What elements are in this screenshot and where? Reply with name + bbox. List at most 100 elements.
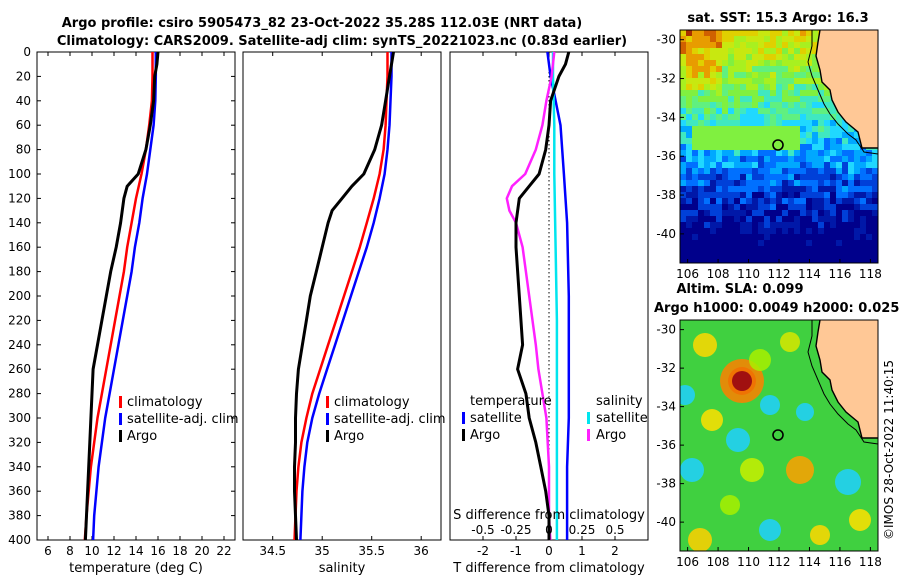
sst-cell (818, 252, 824, 258)
sst-cell (740, 186, 746, 192)
sst-cell (872, 198, 878, 204)
sst-cell (710, 156, 716, 162)
sst-cell (680, 258, 686, 263)
sst-cell (806, 210, 812, 216)
sst-cell (758, 150, 764, 156)
sst-cell (752, 126, 758, 132)
sst-cell (818, 162, 824, 168)
sst-cell (872, 168, 878, 174)
sst-cell (746, 126, 752, 132)
sst-cell (824, 258, 830, 263)
sst-cell (812, 192, 818, 198)
sst-cell (860, 168, 866, 174)
sst-cell (866, 198, 872, 204)
sst-cell (818, 138, 824, 144)
sst-cell (830, 240, 836, 246)
sst-cell (734, 96, 740, 102)
sst-cell (680, 168, 686, 174)
sst-cell (770, 36, 776, 42)
sst-cell (836, 234, 842, 240)
sst-cell (812, 66, 818, 72)
sst-cell (692, 102, 698, 108)
sst-cell (704, 42, 710, 48)
sst-cell (812, 240, 818, 246)
sst-cell (782, 234, 788, 240)
sst-cell (734, 210, 740, 216)
sst-cell (686, 120, 692, 126)
sst-cell (740, 102, 746, 108)
sst-cell (860, 186, 866, 192)
sst-cell (716, 144, 722, 150)
sst-cell (698, 114, 704, 120)
figure-title-line2: Climatology: CARS2009. Satellite-adj cli… (57, 34, 627, 49)
sst-cell (782, 162, 788, 168)
sst-cell (716, 78, 722, 84)
sst-cell (764, 198, 770, 204)
sst-cell (806, 96, 812, 102)
sst-cell (722, 132, 728, 138)
sst-cell (728, 138, 734, 144)
sst-cell (842, 240, 848, 246)
sst-cell (782, 30, 788, 36)
sst-cell (698, 162, 704, 168)
sst-cell (764, 126, 770, 132)
sst-cell (800, 54, 806, 60)
sst-cell (734, 192, 740, 198)
sst-cell (872, 222, 878, 228)
sst-cell (746, 198, 752, 204)
imos-credit: ©IMOS 28-Oct-2022 11:40:15 (882, 360, 896, 540)
sst-cell (812, 60, 818, 66)
sst-cell (692, 48, 698, 54)
s-difference-label: S difference from climatology (453, 508, 645, 523)
depth-tick-label: 360 (8, 484, 31, 498)
sst-cell (776, 210, 782, 216)
sst-cell (854, 150, 860, 156)
temperature-x-tick-label: 20 (194, 544, 209, 558)
sst-cell (740, 96, 746, 102)
sst-cell (734, 252, 740, 258)
difference-series (505, 51, 571, 541)
sla-anomaly (835, 469, 861, 495)
sst-cell (824, 186, 830, 192)
sst-cell (740, 84, 746, 90)
sst-cell (770, 222, 776, 228)
sst-cell (764, 174, 770, 180)
sst-cell (830, 162, 836, 168)
sst-cell (788, 144, 794, 150)
sst-cell (740, 126, 746, 132)
sst-cell (776, 174, 782, 180)
sst-cell (818, 102, 824, 108)
temperature-x-tick-label: 18 (172, 544, 187, 558)
sst-cell (752, 96, 758, 102)
sst-cell (752, 204, 758, 210)
sst-cell (872, 156, 878, 162)
sst-cell (686, 198, 692, 204)
sst-cell (698, 150, 704, 156)
sst-cell (746, 210, 752, 216)
sst-cell (722, 174, 728, 180)
sla-lon-tick-label: 106 (676, 555, 699, 569)
sst-cell (842, 132, 848, 138)
sst-cell (764, 78, 770, 84)
sst-cell (716, 162, 722, 168)
legend-swatch-climatology (326, 396, 329, 408)
sst-cell (728, 174, 734, 180)
sst-cell (764, 210, 770, 216)
sst-cell (710, 216, 716, 222)
sst-cell (752, 156, 758, 162)
sst-cell (758, 126, 764, 132)
sst-cell (836, 228, 842, 234)
sst-cell (806, 162, 812, 168)
sst-cell (752, 66, 758, 72)
sst-cell (812, 132, 818, 138)
sst-cell (824, 198, 830, 204)
sst-cell (842, 234, 848, 240)
sst-cell (734, 156, 740, 162)
sla-anomaly (680, 385, 695, 405)
sst-cell (740, 132, 746, 138)
sst-cell (848, 180, 854, 186)
sst-cell (830, 192, 836, 198)
sst-cell (704, 120, 710, 126)
sst-cell (764, 108, 770, 114)
sst-cell (686, 132, 692, 138)
